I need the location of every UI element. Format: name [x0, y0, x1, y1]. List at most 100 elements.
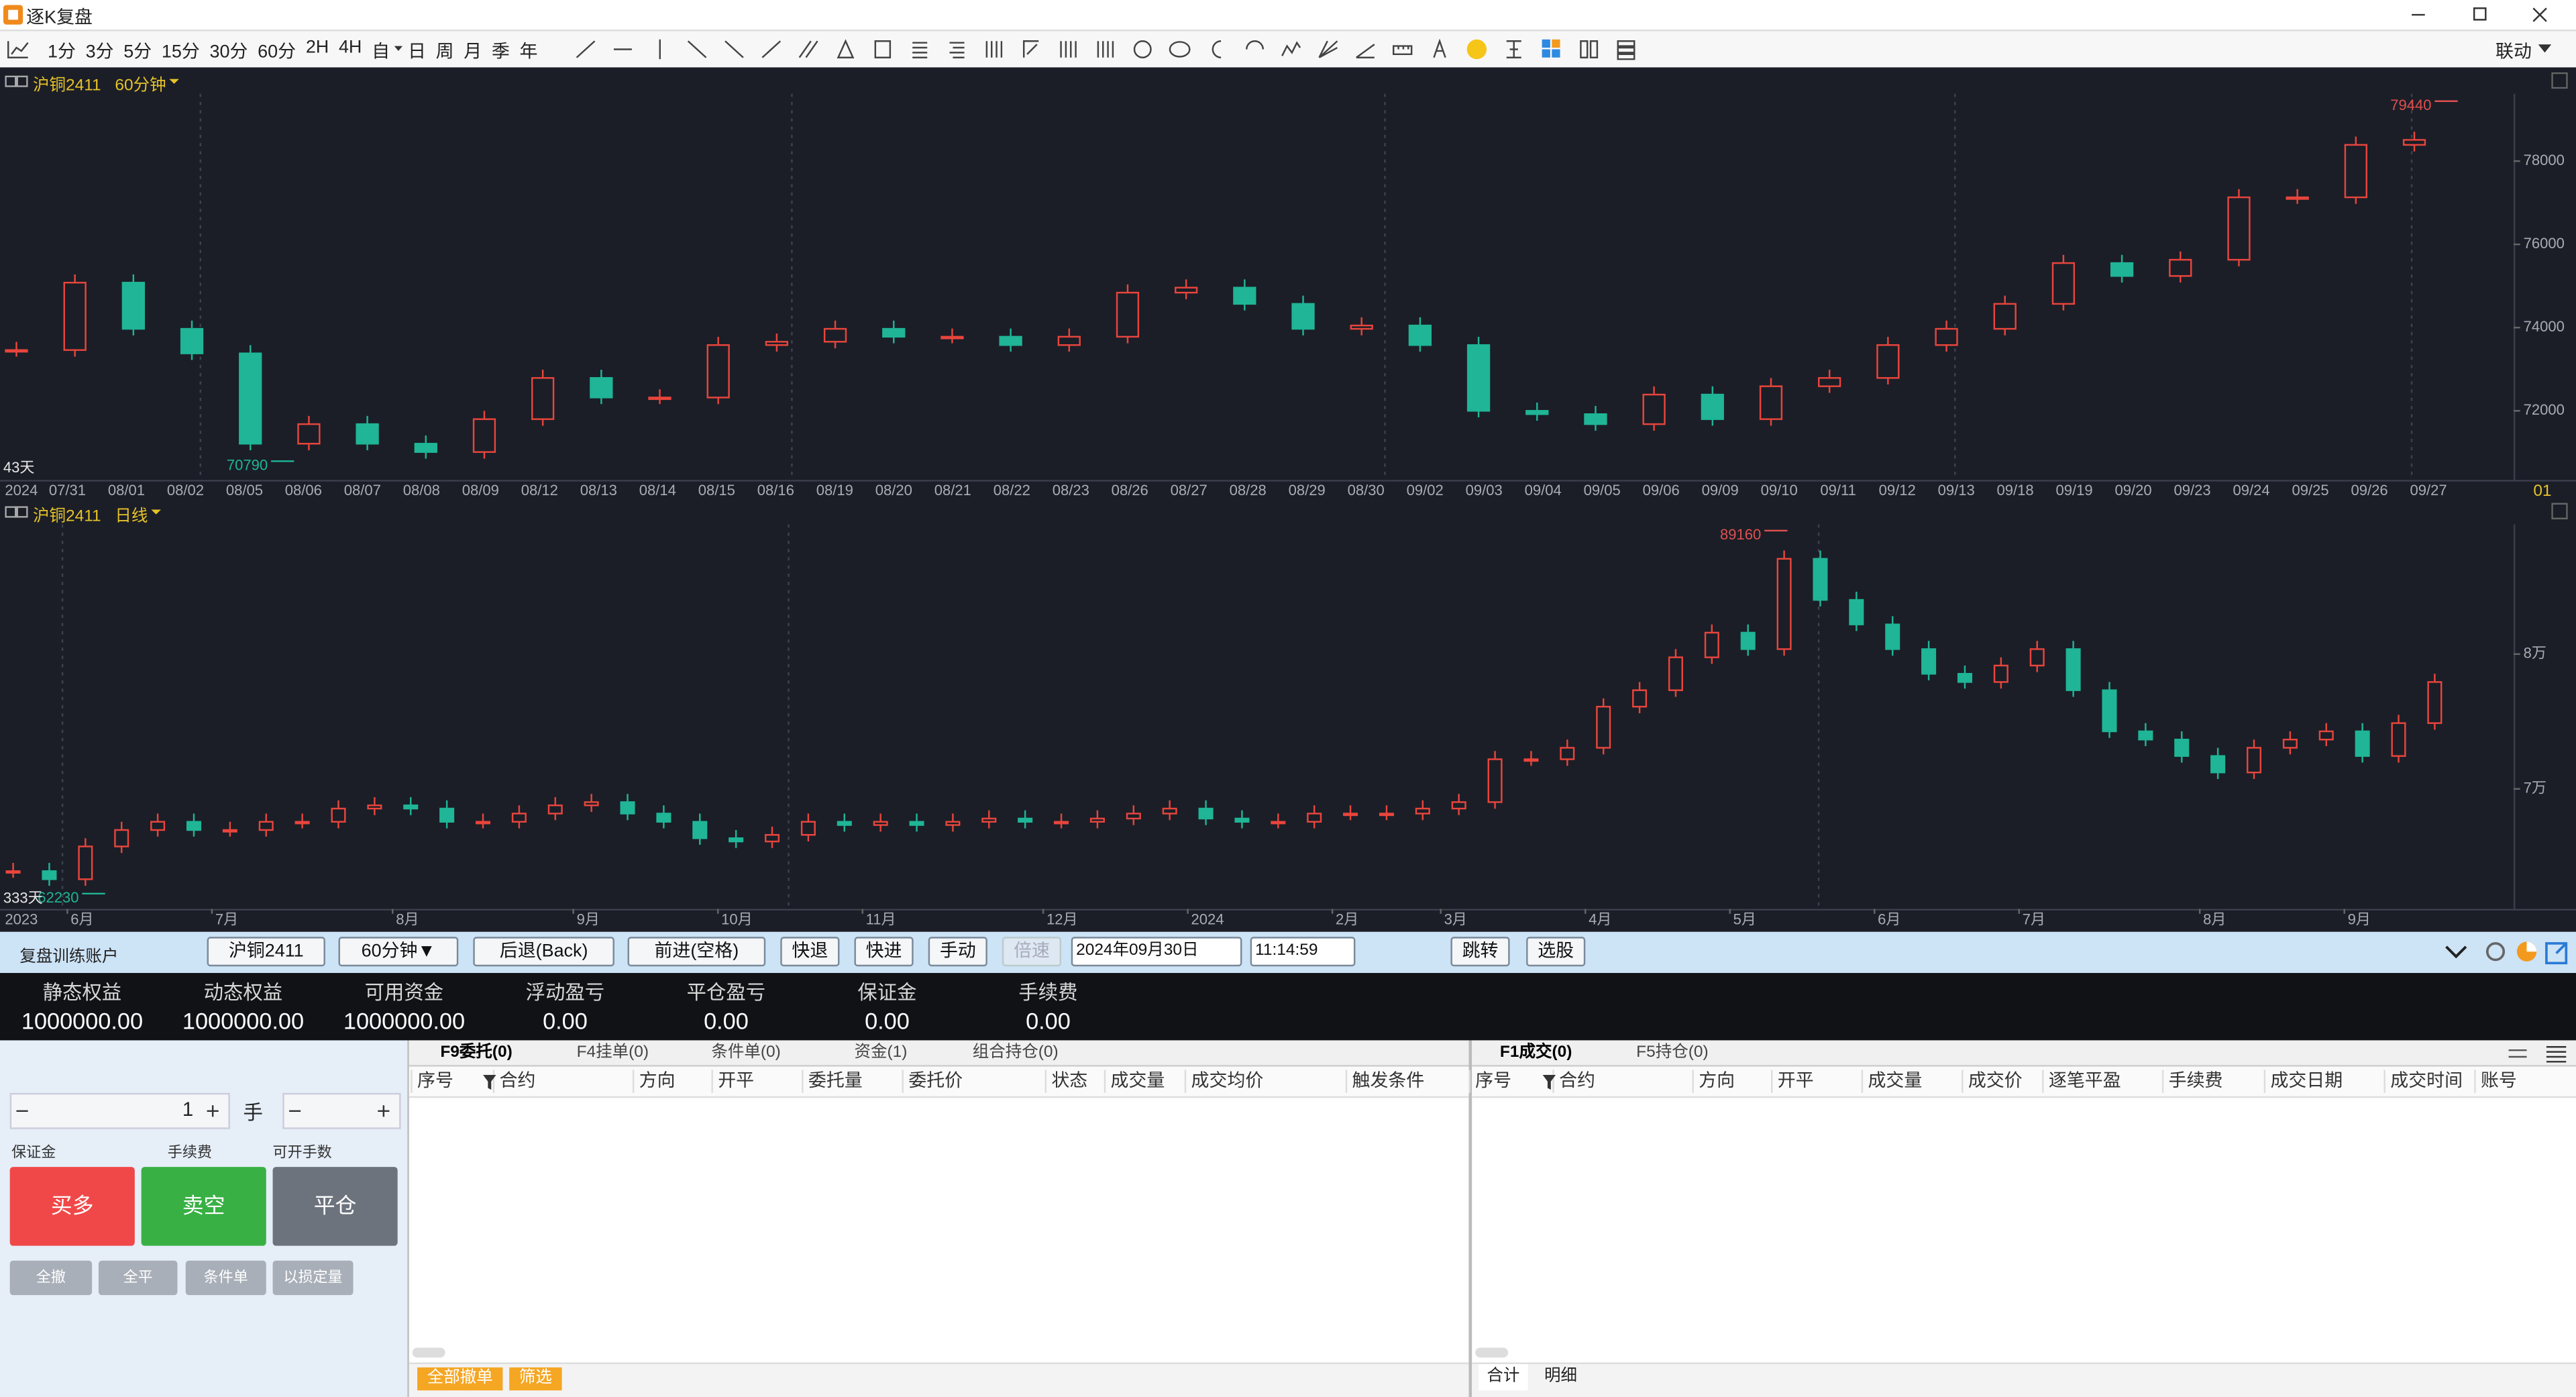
stat-value: 1000000.00 — [343, 1007, 466, 1034]
jump-button[interactable]: 跳转 — [1450, 937, 1510, 967]
chart2-symbol[interactable]: 沪铜2411 — [32, 507, 101, 526]
link-menu[interactable]: 联动 — [2496, 42, 2532, 63]
tool-icon[interactable] — [1318, 40, 1338, 58]
scrollbar[interactable] — [412, 1347, 445, 1358]
small-button[interactable]: 以损定量 — [272, 1260, 354, 1296]
tool-icon[interactable] — [724, 40, 744, 58]
panel-icon[interactable] — [2551, 72, 2568, 89]
x-tick-label: 09/20 — [2115, 482, 2152, 499]
date-input[interactable]: 2024年09月30日 — [1071, 937, 1242, 967]
tool-icon[interactable] — [1246, 40, 1265, 50]
candle-body — [1642, 393, 1666, 425]
candle-body — [1162, 807, 1177, 815]
period-button[interactable]: 季 — [491, 42, 510, 63]
candle-body — [1408, 324, 1432, 346]
period-button[interactable]: 3分 — [85, 42, 114, 63]
scrollbar[interactable] — [1475, 1347, 1509, 1358]
control-button[interactable]: 后退(Back) — [473, 937, 614, 967]
control-button[interactable]: 60分钟▼ — [338, 937, 459, 967]
small-button[interactable]: 全平 — [98, 1260, 178, 1296]
small-button[interactable]: 条件单 — [185, 1260, 266, 1296]
extreme-label: 79440 — [2390, 97, 2431, 113]
x-tick-label: 08/07 — [344, 482, 381, 499]
table-header — [409, 1066, 1469, 1098]
candle-body — [1307, 813, 1322, 823]
period-button[interactable]: 月 — [464, 42, 482, 63]
candle-body — [1054, 821, 1069, 825]
price-steppers[interactable] — [289, 1103, 394, 1119]
buy-button[interactable]: 买多 — [9, 1167, 135, 1246]
control-button[interactable]: 快退 — [780, 937, 840, 967]
order-label: 可开手数 — [272, 1143, 332, 1161]
control-button[interactable]: 倍速 — [1002, 937, 1062, 967]
period-button[interactable]: 自 — [372, 42, 390, 63]
period-button[interactable]: 4H — [338, 38, 362, 58]
time-input[interactable]: 11:14:59 — [1250, 937, 1356, 967]
tool-icon[interactable] — [985, 41, 1003, 58]
control-button[interactable]: 手动 — [928, 937, 987, 967]
tool-icon[interactable] — [1580, 40, 1599, 58]
qty-steppers[interactable] — [16, 1103, 226, 1119]
shape — [1022, 40, 1039, 58]
tool-icon[interactable] — [687, 40, 707, 58]
chart1-symbol[interactable]: 沪铜2411 — [32, 77, 101, 96]
tool-icon[interactable] — [1281, 41, 1301, 56]
small-button[interactable]: 全撤 — [9, 1260, 93, 1296]
period-button[interactable]: 周 — [435, 42, 454, 63]
qty-input[interactable] — [9, 1092, 230, 1129]
control-button[interactable]: 快进 — [854, 937, 914, 967]
x-tick-label: 08/09 — [462, 482, 499, 499]
tool-icon[interactable] — [1617, 40, 1635, 60]
table-options[interactable] — [2507, 1043, 2573, 1063]
chart2-period[interactable]: 日线 — [115, 507, 148, 526]
tool-icon[interactable] — [1060, 41, 1077, 58]
shape — [874, 40, 892, 58]
tool-icon[interactable] — [874, 40, 892, 58]
panel-icon[interactable] — [2551, 503, 2568, 520]
tool-icon[interactable] — [1393, 45, 1413, 56]
trades-panel — [1472, 1040, 2576, 1397]
period-button[interactable]: 30分 — [209, 42, 248, 63]
control-button[interactable]: 沪铜2411 — [207, 937, 325, 967]
y-tick-label: 74000 — [2524, 318, 2565, 335]
tool-icon[interactable] — [949, 42, 965, 58]
panel-controls[interactable] — [2441, 939, 2573, 965]
period-button[interactable]: 15分 — [161, 42, 200, 63]
tool-icon[interactable] — [798, 40, 818, 58]
dropdown-arrow — [2538, 44, 2552, 53]
tool-icon[interactable] — [1097, 41, 1114, 58]
tool-icon[interactable] — [837, 39, 855, 58]
period-button[interactable]: 2H — [305, 38, 329, 58]
tool-icon[interactable] — [1212, 40, 1222, 58]
candle-body — [692, 821, 708, 839]
dropdown-arrow — [169, 79, 179, 84]
period-button[interactable]: 1分 — [48, 42, 76, 63]
candle-body — [729, 837, 744, 843]
window-controls[interactable] — [2366, 0, 2576, 30]
candle-body — [1234, 817, 1250, 823]
candle-body — [909, 821, 924, 826]
sell-button[interactable]: 卖空 — [141, 1167, 266, 1246]
tool-icon[interactable] — [1506, 40, 1521, 58]
tool-icon[interactable] — [912, 42, 928, 58]
table-footer — [1472, 1362, 2576, 1397]
period-button[interactable]: 年 — [519, 42, 538, 63]
tool-icon[interactable] — [576, 40, 596, 58]
close-button[interactable]: 平仓 — [272, 1167, 398, 1246]
control-button[interactable]: 前进(空格) — [627, 937, 766, 967]
tool-icon[interactable] — [1542, 39, 1560, 58]
tool-icon[interactable] — [1356, 44, 1375, 58]
pick-button[interactable]: 选股 — [1526, 937, 1586, 967]
period-button[interactable]: 日 — [407, 42, 426, 63]
tool-icon[interactable] — [1466, 39, 1487, 60]
tool-icon[interactable] — [1169, 41, 1191, 58]
tool-icon[interactable] — [1433, 38, 1446, 58]
candle-body — [1993, 664, 2008, 683]
period-button[interactable]: 60分 — [258, 42, 297, 63]
candle-body — [1198, 807, 1214, 820]
tool-icon[interactable] — [1133, 40, 1152, 58]
chart1-period[interactable]: 60分钟 — [115, 77, 166, 96]
tool-icon[interactable] — [1022, 40, 1039, 58]
period-button[interactable]: 5分 — [123, 42, 152, 63]
tool-icon[interactable] — [761, 40, 782, 58]
